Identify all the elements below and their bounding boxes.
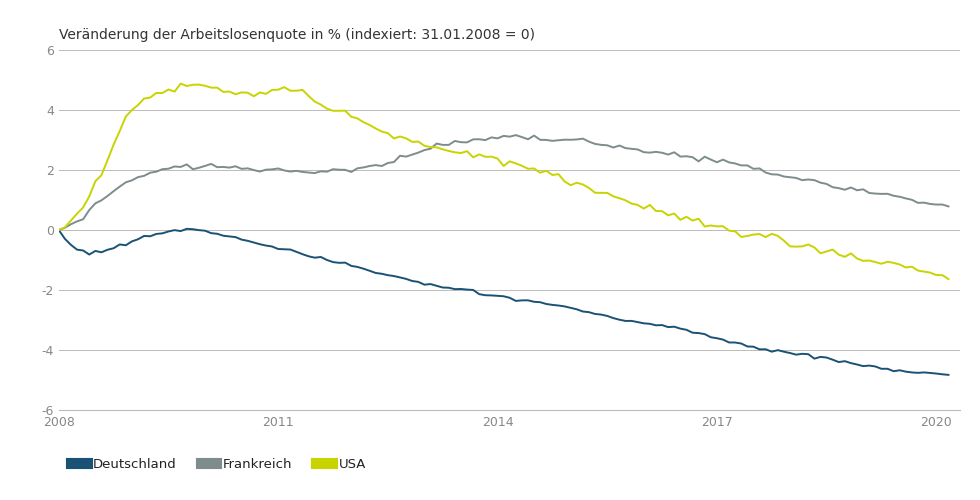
Legend: Deutschland, Frankreich, USA: Deutschland, Frankreich, USA — [66, 452, 371, 476]
Text: Veränderung der Arbeitslosenquote in % (indexiert: 31.01.2008 = 0): Veränderung der Arbeitslosenquote in % (… — [59, 28, 535, 42]
